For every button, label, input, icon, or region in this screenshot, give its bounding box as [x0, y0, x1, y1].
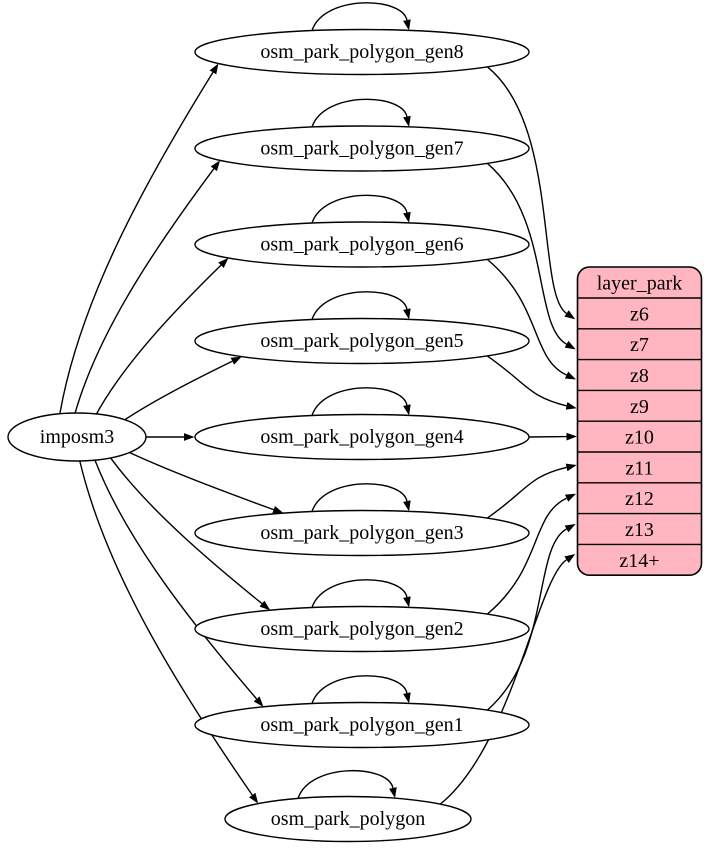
layer-park-row-z14+: z14+	[619, 550, 659, 572]
edge-imposm3-to-osm_park_polygon_gen5	[119, 356, 242, 424]
node-osm_park_polygon-shape	[224, 795, 472, 843]
node-osm_park_polygon_gen4-shape	[194, 413, 530, 461]
node-layer-park: layer_park z6 z7 z8 z9 z10 z11 z12 z13 z14+	[576, 266, 703, 577]
self-loop-osm_park_polygon_gen5	[311, 291, 411, 320]
node-osm_park_polygon_gen5-label: osm_park_polygon_gen5	[260, 330, 463, 352]
node-osm_park_polygon_gen1-shape	[194, 701, 530, 749]
node-osm_park_polygon_gen3: osm_park_polygon_gen3	[194, 509, 530, 557]
node-imposm3-label: imposm3	[40, 426, 114, 448]
node-osm_park_polygon_gen7-label: osm_park_polygon_gen7	[260, 138, 463, 160]
edge-osm_park_polygon_gen8-to-z6	[486, 66, 576, 320]
edge-osm_park_polygon_gen6-to-z8	[486, 258, 576, 380]
layer-park-row-z12: z12	[625, 488, 654, 510]
node-osm_park_polygon_gen4-label: osm_park_polygon_gen4	[260, 426, 463, 448]
node-osm_park_polygon_gen6-label: osm_park_polygon_gen6	[260, 234, 463, 256]
node-osm_park_polygon_gen2: osm_park_polygon_gen2	[194, 605, 530, 653]
layer-park-row-z13: z13	[625, 519, 654, 541]
self-loop-osm_park_polygon_gen3	[311, 483, 411, 512]
edge-osm_park_polygon_gen3-to-z11	[486, 463, 577, 519]
node-osm_park_polygon_gen8-label: osm_park_polygon_gen8	[260, 41, 463, 63]
layer-park-row-z6: z6	[630, 303, 649, 325]
layer-park-row-z10: z10	[625, 427, 654, 449]
node-osm_park_polygon_gen7-shape	[194, 125, 530, 172]
layer-park-row-z7: z7	[630, 334, 649, 356]
layer-park-title: layer_park	[597, 273, 683, 295]
layer-park-row-z9: z9	[630, 396, 649, 418]
edge-imposm3-to-osm_park_polygon_gen8	[59, 63, 219, 415]
node-osm_park_polygon_gen1-label: osm_park_polygon_gen1	[260, 714, 463, 736]
node-osm_park_polygon_gen3-shape	[194, 509, 530, 557]
edge-imposm3-to-osm_park_polygon_gen2	[109, 456, 271, 611]
self-loop-osm_park_polygon_gen2	[311, 579, 411, 608]
edge-osm_park_polygon_gen1-to-z13	[486, 523, 576, 711]
self-loop-osm_park_polygon_gen6	[311, 194, 411, 224]
node-osm_park_polygon_gen8-shape	[194, 28, 530, 76]
node-osm_park_polygon_gen7: osm_park_polygon_gen7	[194, 125, 530, 172]
node-osm_park_polygon_gen5-shape	[194, 317, 530, 365]
self-loop-osm_park_polygon_gen7	[311, 98, 411, 128]
edge-osm_park_polygon-to-z14+	[439, 553, 576, 805]
layer-park-row-z11: z11	[625, 457, 653, 479]
self-loop-osm_park_polygon_gen1	[311, 675, 411, 704]
layer-park-row-z8: z8	[630, 365, 649, 387]
edge-imposm3-to-osm_park_polygon	[79, 460, 259, 804]
node-osm_park_polygon_gen4: osm_park_polygon_gen4	[194, 413, 530, 461]
node-osm_park_polygon: osm_park_polygon	[224, 795, 472, 843]
node-osm_park_polygon_gen2-shape	[194, 605, 530, 653]
self-loop-osm_park_polygon	[297, 770, 397, 799]
node-osm_park_polygon-label: osm_park_polygon	[271, 808, 425, 830]
node-imposm3-shape	[7, 412, 147, 462]
node-osm_park_polygon_gen5: osm_park_polygon_gen5	[194, 317, 530, 365]
node-osm_park_polygon_gen6: osm_park_polygon_gen6	[194, 221, 530, 268]
node-osm_park_polygon_gen2-label: osm_park_polygon_gen2	[260, 618, 463, 640]
edge-osm_park_polygon_gen7-to-z7	[486, 162, 576, 350]
node-osm_park_polygon_gen1: osm_park_polygon_gen1	[194, 701, 530, 749]
edge-imposm3-to-osm_park_polygon_gen6	[94, 257, 229, 418]
self-loop-osm_park_polygon_gen4	[311, 387, 411, 416]
edge-osm_park_polygon_gen5-to-z9	[486, 355, 577, 410]
node-osm_park_polygon_gen6-shape	[194, 221, 530, 268]
edge-imposm3-to-osm_park_polygon_gen3	[127, 451, 284, 514]
node-osm_park_polygon_gen3-label: osm_park_polygon_gen3	[260, 522, 463, 544]
edge-osm_park_polygon_gen2-to-z12	[486, 493, 576, 615]
edge-imposm3-to-osm_park_polygon_gen1	[94, 459, 264, 707]
edge-imposm3-to-osm_park_polygon_gen7	[74, 160, 221, 414]
node-osm_park_polygon_gen8: osm_park_polygon_gen8	[194, 28, 530, 76]
node-imposm3: imposm3	[7, 412, 147, 462]
self-loop-osm_park_polygon_gen8	[311, 2, 411, 31]
